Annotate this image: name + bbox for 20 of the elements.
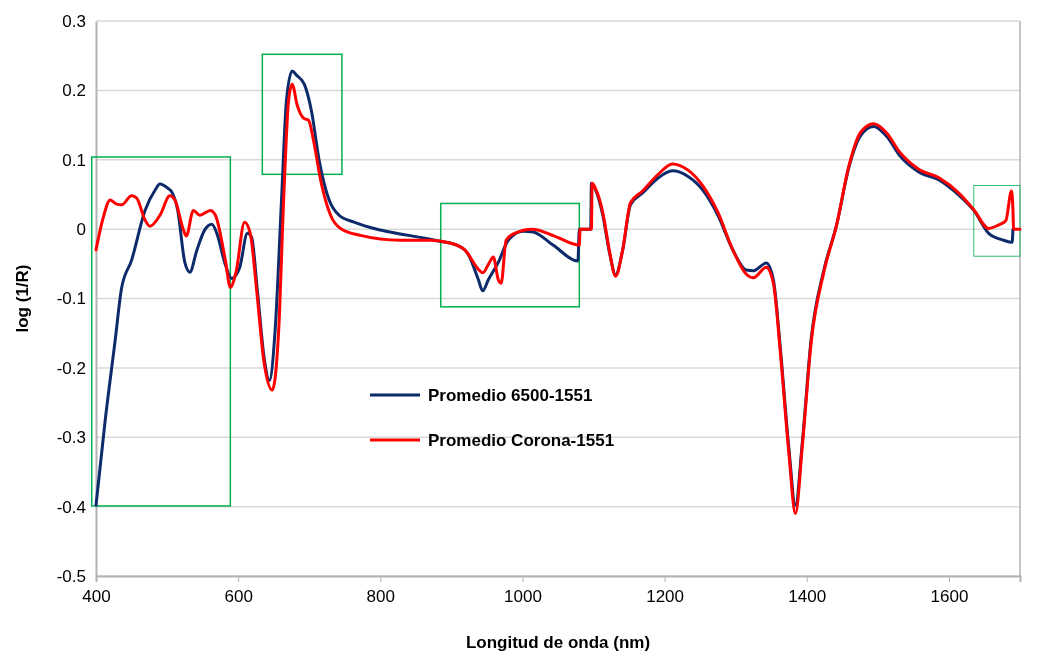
- x-tick-label: 1400: [788, 587, 827, 607]
- x-tick-label: 1000: [504, 587, 542, 607]
- x-tick-label: 800: [366, 587, 395, 607]
- y-axis-title: log (1/R): [13, 264, 32, 333]
- y-tick-label: -0.5: [56, 566, 86, 586]
- legend-label: Promedio Corona-1551: [428, 431, 615, 450]
- y-tick-label: -0.1: [56, 289, 86, 309]
- x-tick-label: 1600: [930, 587, 969, 607]
- x-tick-label: 400: [82, 587, 111, 607]
- x-tick-label: 1200: [646, 587, 685, 607]
- y-tick-label: 0.1: [62, 150, 86, 170]
- y-tick-label: -0.4: [56, 497, 86, 517]
- y-tick-label: 0.3: [62, 11, 86, 31]
- x-axis-title: Longitud de onda (nm): [465, 633, 651, 652]
- legend-label: Promedio 6500-1551: [428, 386, 593, 405]
- y-tick-label: -0.2: [56, 358, 86, 378]
- y-tick-label: -0.3: [56, 428, 86, 448]
- x-tick-label: 600: [224, 587, 253, 607]
- y-tick-label: 0: [76, 220, 86, 240]
- y-tick-label: 0.2: [62, 81, 86, 101]
